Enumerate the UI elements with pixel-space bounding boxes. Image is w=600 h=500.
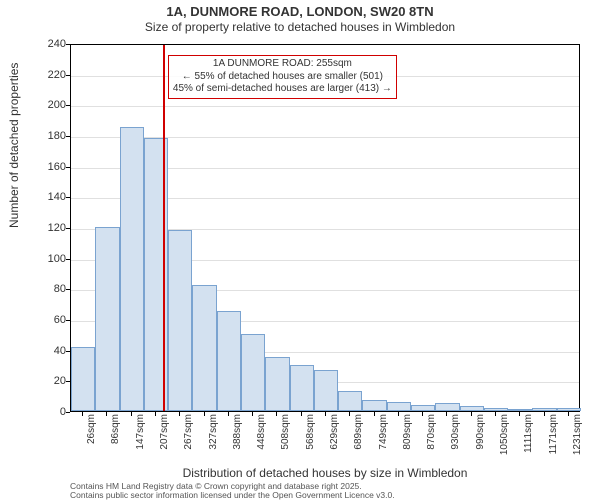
bar	[508, 409, 532, 411]
xtick-label: 809sqm	[402, 414, 413, 450]
xtick-label: 327sqm	[208, 414, 219, 450]
xtick-label: 86sqm	[110, 414, 121, 444]
marker-line	[163, 45, 165, 411]
annotation-line2: ← 55% of detached houses are smaller (50…	[173, 71, 392, 84]
ytick-label: 20	[6, 375, 66, 387]
xtick-label: 749sqm	[378, 414, 389, 450]
xtick-label: 267sqm	[183, 414, 194, 450]
xtick-label: 568sqm	[305, 414, 316, 450]
bar	[120, 127, 144, 411]
ytick-label: 240	[6, 38, 66, 50]
xtick-label: 990sqm	[475, 414, 486, 450]
footer: Contains HM Land Registry data © Crown c…	[70, 482, 395, 500]
chart-container: 1A, DUNMORE ROAD, LONDON, SW20 8TN Size …	[0, 0, 600, 500]
plot-area: 1A DUNMORE ROAD: 255sqm ← 55% of detache…	[70, 44, 580, 412]
bar	[241, 334, 265, 411]
xtick-label: 1050sqm	[499, 414, 510, 455]
ytick-label: 100	[6, 253, 66, 265]
ytick-label: 140	[6, 191, 66, 203]
xtick-label: 930sqm	[450, 414, 461, 450]
bar	[71, 347, 95, 411]
ytick-label: 0	[6, 406, 66, 418]
ytick-label: 160	[6, 161, 66, 173]
xtick-label: 689sqm	[353, 414, 364, 450]
chart-subtitle: Size of property relative to detached ho…	[0, 20, 600, 34]
annotation-line3: 45% of semi-detached houses are larger (…	[173, 83, 392, 96]
xtick-label: 207sqm	[159, 414, 170, 450]
bar	[217, 311, 241, 411]
ytick-label: 40	[6, 345, 66, 357]
ytick-label: 220	[6, 69, 66, 81]
xtick-label: 388sqm	[232, 414, 243, 450]
bar	[484, 408, 508, 411]
bar	[95, 227, 119, 411]
xtick-label: 870sqm	[426, 414, 437, 450]
annotation-line1: 1A DUNMORE ROAD: 255sqm	[173, 58, 392, 71]
ytick-label: 80	[6, 283, 66, 295]
xtick-label: 448sqm	[256, 414, 267, 450]
x-axis-label: Distribution of detached houses by size …	[70, 466, 580, 480]
ytick-label: 60	[6, 314, 66, 326]
bar	[362, 400, 386, 411]
bar	[411, 405, 435, 411]
xtick-label: 1171sqm	[548, 414, 559, 454]
bar	[290, 365, 314, 411]
xtick-label: 1231sqm	[572, 414, 583, 455]
annotation-box: 1A DUNMORE ROAD: 255sqm ← 55% of detache…	[168, 55, 397, 99]
bar	[460, 406, 484, 411]
xtick-label: 508sqm	[280, 414, 291, 450]
ytick-label: 120	[6, 222, 66, 234]
bar	[168, 230, 192, 411]
bar	[557, 408, 581, 411]
bar	[192, 285, 216, 411]
bar	[314, 370, 338, 411]
ytick-label: 180	[6, 130, 66, 142]
bar	[265, 357, 289, 411]
bar	[338, 391, 362, 411]
bar	[387, 402, 411, 411]
footer-line2: Contains public sector information licen…	[70, 491, 395, 500]
chart-title: 1A, DUNMORE ROAD, LONDON, SW20 8TN	[0, 4, 600, 19]
xtick-label: 147sqm	[135, 414, 146, 450]
bar	[532, 408, 556, 411]
bar	[435, 403, 459, 411]
ytick-label: 200	[6, 99, 66, 111]
xtick-label: 1111sqm	[523, 414, 534, 453]
xtick-label: 629sqm	[329, 414, 340, 450]
xtick-label: 26sqm	[86, 414, 97, 444]
